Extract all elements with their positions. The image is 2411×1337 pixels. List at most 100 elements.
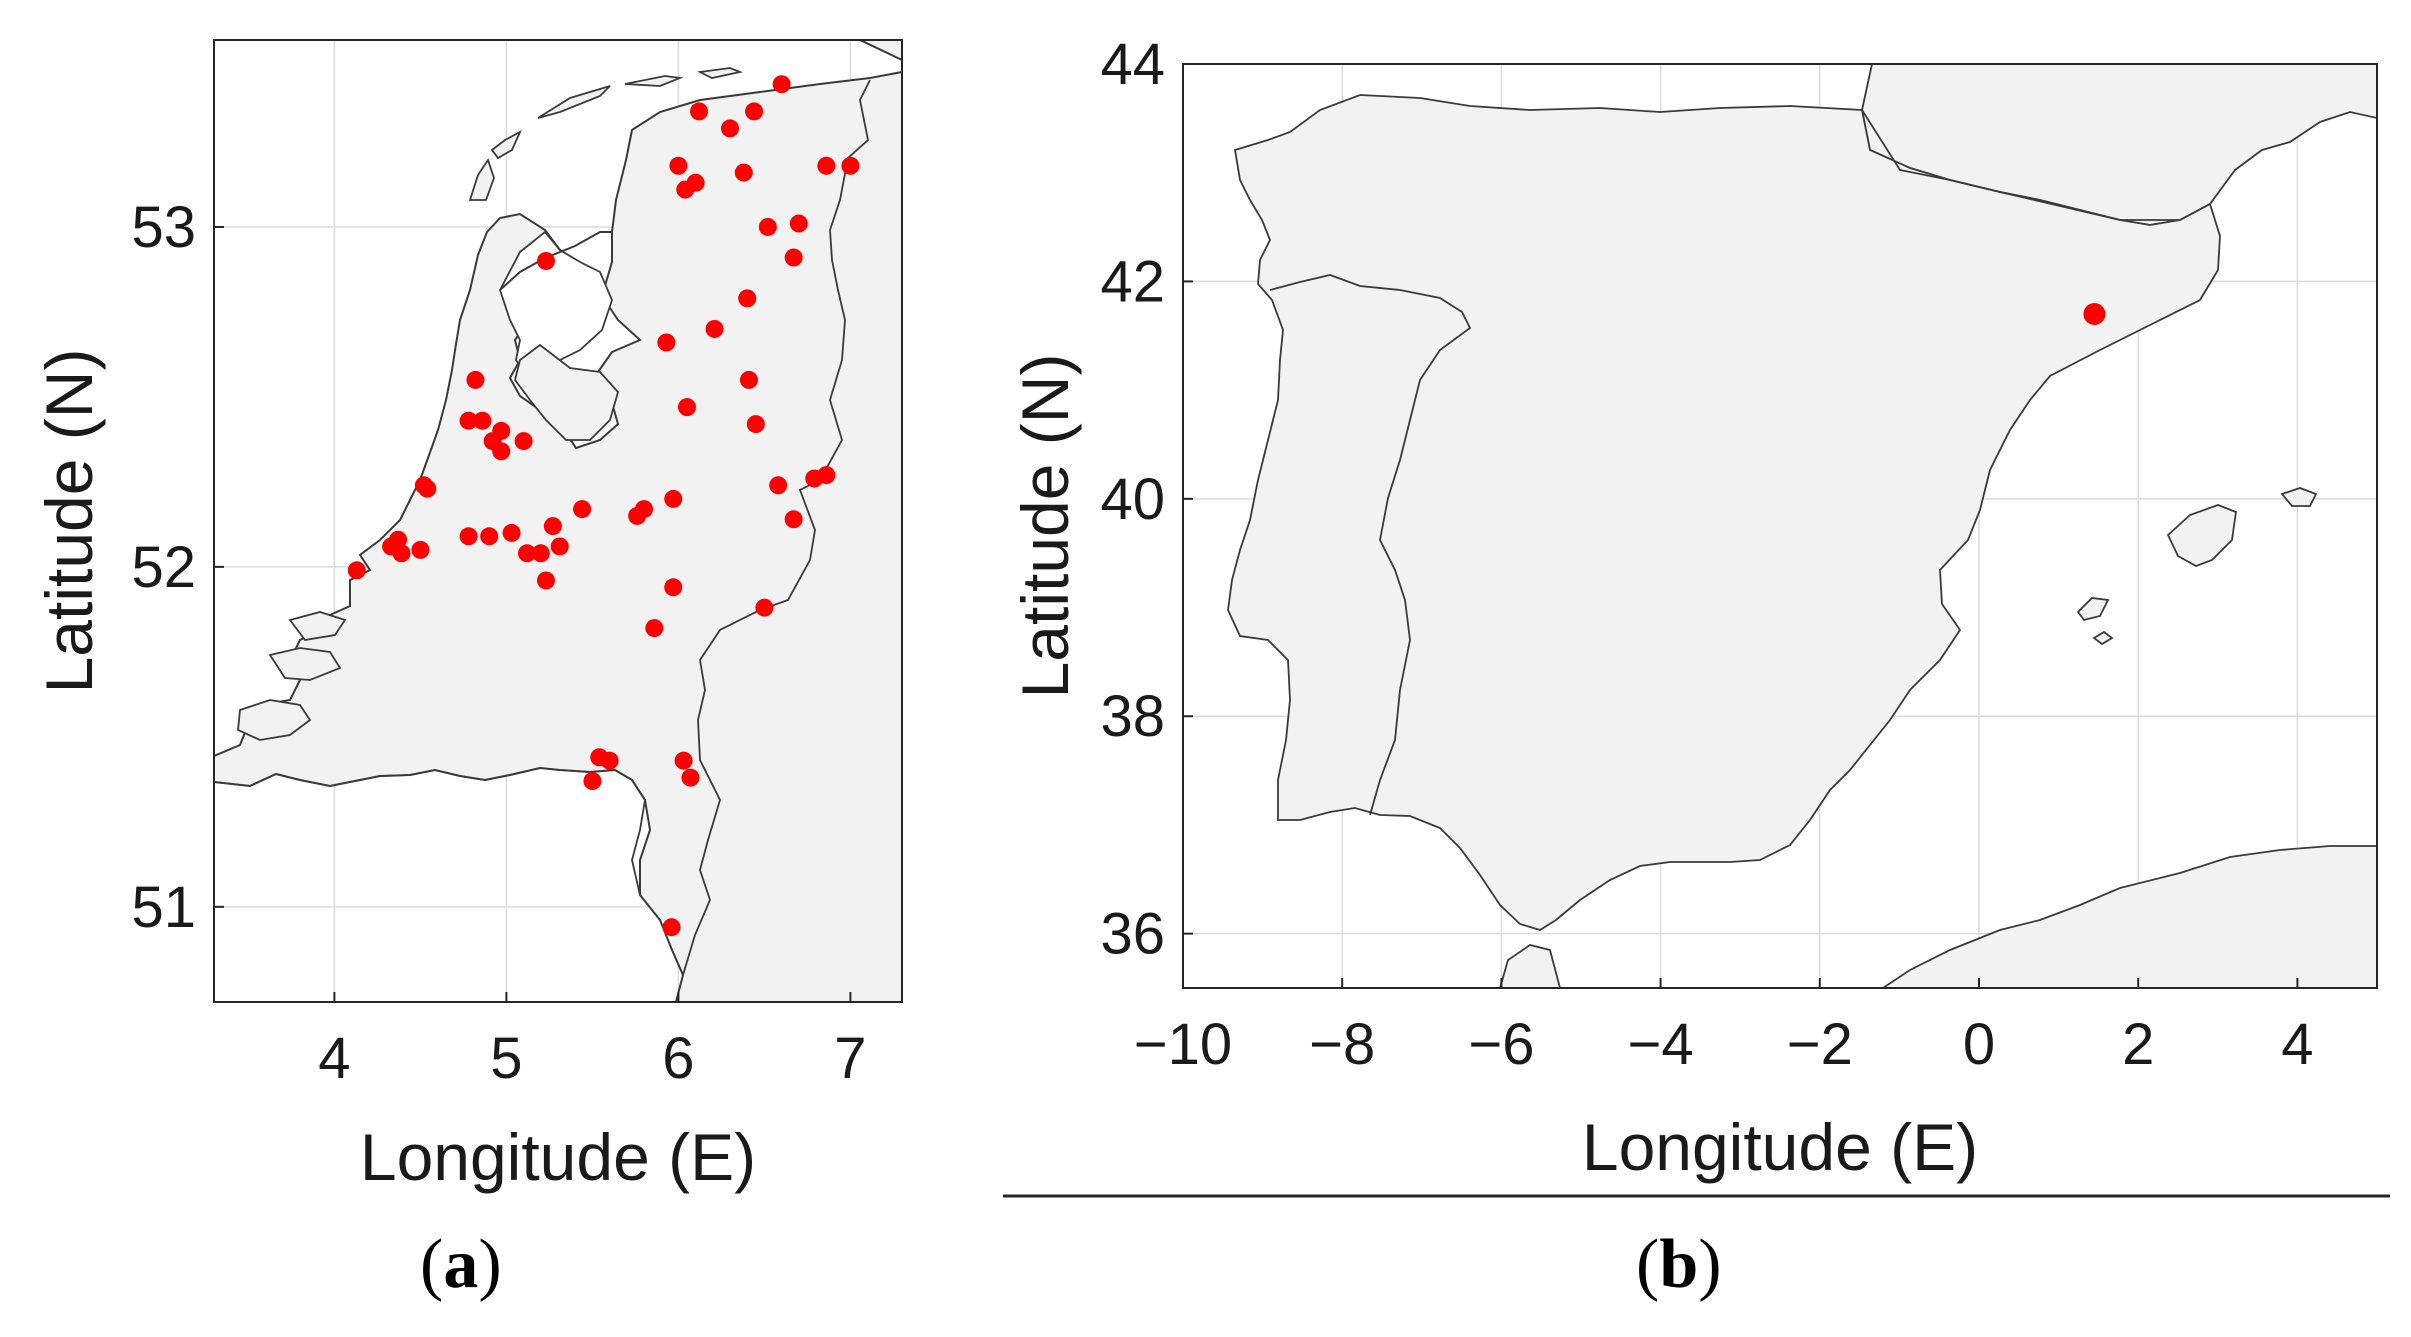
station-point	[543, 517, 562, 536]
north-africa-land	[1881, 845, 2377, 988]
station-point	[392, 544, 411, 563]
station-point	[480, 527, 499, 546]
panel-a-y-ticks: 51 52 53	[131, 195, 224, 940]
panel-a-ylabel: Latitude (N)	[32, 349, 106, 694]
wadden-island	[490, 129, 522, 160]
wadden-island	[537, 85, 611, 119]
station-point	[705, 319, 724, 338]
panel-a-x-ticks: 4 5 6 7	[318, 992, 867, 1091]
mallorca-island	[2166, 504, 2237, 567]
y-tick-label: 36	[1100, 902, 1165, 967]
panel-b-xlabel: Longitude (E)	[1582, 1110, 1978, 1184]
station-point	[657, 333, 676, 352]
station-point	[784, 248, 803, 267]
x-tick-label: −8	[1309, 1012, 1375, 1077]
station-point	[459, 527, 478, 546]
station-point	[721, 119, 739, 138]
netherlands-border-south	[214, 767, 646, 896]
station-point	[459, 411, 478, 430]
x-tick-label: 0	[1963, 1012, 1995, 1077]
wadden-island	[696, 67, 744, 79]
station-point	[841, 156, 860, 175]
station-point	[536, 571, 555, 590]
x-tick-label: 4	[2281, 1012, 2313, 1077]
y-tick-label: 42	[1100, 249, 1165, 314]
iberia-land	[1227, 94, 2221, 931]
zeeland-island	[237, 699, 312, 741]
station-point	[745, 102, 764, 121]
station-point	[662, 918, 681, 937]
panel-b-station-points	[2083, 303, 2106, 326]
x-tick-label: 4	[318, 1026, 350, 1091]
panel-b-y-ticks: 36 38 40 42 44	[1100, 32, 1193, 967]
station-point	[492, 442, 511, 461]
y-tick-label: 53	[131, 195, 196, 260]
afsluitdijk	[499, 231, 612, 291]
station-point	[669, 156, 688, 175]
x-tick-label: −6	[1468, 1012, 1534, 1077]
station-point	[690, 102, 709, 121]
menorca-island	[2280, 487, 2318, 507]
station-point	[583, 772, 602, 791]
station-point	[418, 479, 437, 498]
panel-a-axes-box	[213, 39, 903, 1003]
station-point	[502, 523, 521, 542]
x-tick-label: 2	[2122, 1012, 2154, 1077]
station-point	[347, 561, 366, 580]
panel-b-x-ticks: −10 −8 −6 −4 −2 0 2 4	[1134, 978, 2314, 1077]
station-point	[734, 163, 753, 182]
north-africa-land	[1499, 944, 1561, 988]
portugal-border	[1269, 274, 1472, 816]
ibiza-island	[2076, 597, 2110, 622]
x-tick-label: −4	[1628, 1012, 1694, 1077]
station-point	[772, 75, 791, 94]
station-point	[466, 370, 485, 389]
station-point	[664, 489, 683, 508]
wadden-island	[468, 157, 495, 201]
station-point	[664, 578, 683, 597]
station-point	[550, 537, 569, 556]
station-point	[531, 544, 550, 563]
station-point	[514, 432, 533, 451]
x-tick-label: 5	[490, 1026, 522, 1091]
station-point	[769, 476, 788, 495]
station-point	[573, 500, 592, 519]
station-point	[681, 768, 700, 787]
station-point	[738, 289, 757, 308]
x-tick-label: 6	[662, 1026, 694, 1091]
x-tick-label: −10	[1134, 1012, 1232, 1077]
station-point	[2083, 303, 2106, 326]
panel-a-station-points	[347, 75, 860, 937]
x-tick-label: −2	[1787, 1012, 1853, 1077]
station-point	[600, 751, 619, 770]
panel-b-ylabel: Latitude (N)	[1008, 354, 1082, 699]
station-point	[678, 398, 696, 417]
wadden-island	[624, 75, 684, 87]
station-point	[645, 619, 664, 638]
panel-a-map: 4 5 6 7 51 52 53 Longitude (E) Latitude (N)	[32, 39, 903, 1194]
formentera-island	[2092, 630, 2114, 646]
zeeland-island	[288, 611, 347, 641]
spain-france-border	[1861, 109, 2211, 221]
station-point	[411, 540, 430, 559]
zeeland-island	[268, 647, 342, 681]
panel-b-axes-box	[1182, 63, 2378, 989]
station-point	[674, 751, 693, 770]
station-point	[784, 510, 803, 529]
y-tick-label: 40	[1100, 467, 1165, 532]
station-point	[789, 214, 808, 233]
station-point	[628, 506, 647, 525]
panel-a-xlabel: Longitude (E)	[360, 1120, 756, 1194]
station-point	[676, 180, 695, 199]
station-point	[817, 156, 836, 175]
panel-a-caption: (a)	[420, 1226, 502, 1303]
station-point	[518, 544, 537, 563]
y-tick-label: 52	[131, 535, 196, 600]
x-tick-label: 7	[834, 1026, 866, 1091]
panel-b-caption: (b)	[1636, 1226, 1722, 1303]
flevoland	[514, 343, 620, 441]
station-point	[758, 217, 777, 236]
